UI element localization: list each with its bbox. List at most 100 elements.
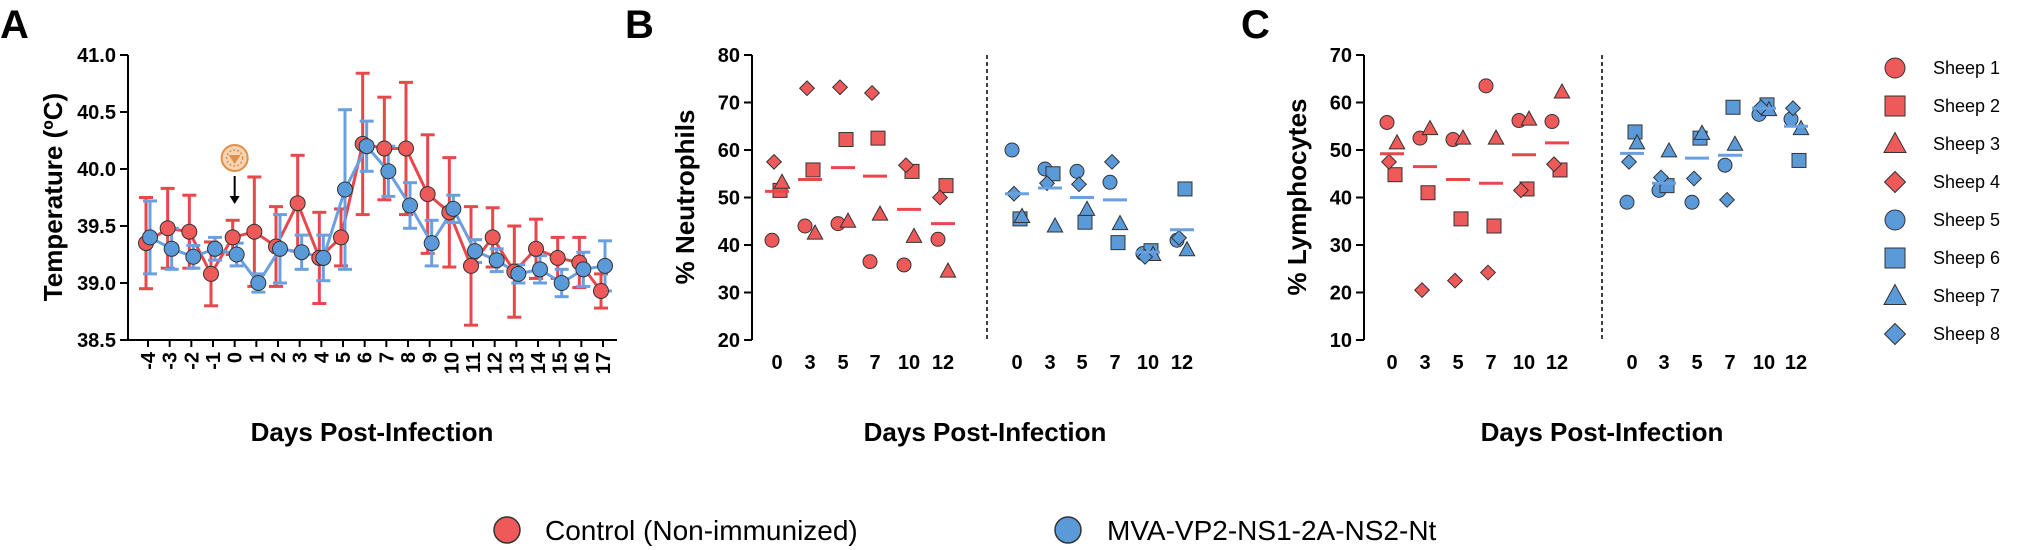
panel-a-x-tick-label: 0 (225, 352, 247, 363)
panel-c-x-tick-label: 3 (1419, 352, 1430, 374)
panel-c-point-sheep-6 (1725, 99, 1741, 115)
panel-a-mva-point (423, 235, 440, 252)
legend-label-sheep-6: Sheep 6 (1933, 248, 2000, 268)
panel-c-point-sheep-3 (1487, 129, 1505, 145)
panel-c-point-sheep-2 (1486, 218, 1502, 234)
panel-b-point-sheep-8 (1070, 176, 1088, 193)
panel-a-control-point (549, 249, 566, 266)
panel-c-point-sheep-1 (1544, 114, 1560, 129)
panel-a-y-tick-label: 40.5 (77, 102, 116, 124)
panel-a-x-tick-label: 13 (506, 352, 528, 374)
panel-b-x-tick-label: 10 (898, 352, 920, 374)
legend-label-sheep-2: Sheep 2 (1933, 96, 2000, 116)
panel-b-x-tick-label: 7 (869, 352, 880, 374)
panel-a-xlabel: Days Post-Infection (251, 417, 494, 447)
panel-a-control-point (203, 265, 219, 282)
panel-c-x-tick-label: 5 (1452, 352, 1463, 374)
legend-marker-sheep-7 (1883, 283, 1907, 305)
panel-c-x-tick-label: 5 (1691, 352, 1702, 374)
panel-c-point-sheep-5 (1684, 194, 1700, 210)
panel-c-point-sheep-4 (1413, 282, 1431, 299)
panel-a-x-tick-label: 9 (420, 352, 442, 363)
panel-b-point-sheep-5 (1004, 142, 1020, 158)
sheep-legend: Sheep 1 Sheep 2 Sheep 3 Sheep 4 Sheep 5 Sheep… (1883, 57, 2000, 346)
panel-c-point-sheep-4 (1479, 264, 1497, 281)
panel-a-mva-point (467, 243, 483, 260)
panel-a-x-tick-label: 6 (355, 352, 377, 363)
panel-a-x-tick-label: -4 (138, 351, 160, 370)
panel-b-point-sheep-4 (831, 79, 849, 96)
panel-a-mva-point (532, 261, 548, 278)
panel-a-control-point (398, 140, 414, 157)
panel-b-point-sheep-2 (838, 132, 854, 148)
panel-a-mva-point (228, 246, 245, 263)
panel-c-ylabel: % Lymphocytes (1282, 99, 1312, 296)
panel-a-x-tick-label: 16 (571, 352, 593, 374)
panel-b-point-sheep-2 (870, 130, 886, 146)
panel-b-y-tick-label: 70 (718, 93, 740, 115)
panel-b-point-sheep-7 (1046, 216, 1064, 233)
panel-letter-c: C (1241, 3, 1270, 47)
group-legend: Control (Non-immunized) MVA-VP2-NS1-2A-N… (493, 515, 1437, 546)
panel-b-x-tick-label: 10 (1137, 352, 1159, 374)
panel-b-x-tick-label: 7 (1109, 352, 1120, 374)
panel-b-point-sheep-4 (897, 157, 915, 174)
panel-c-point-sheep-6 (1627, 124, 1643, 140)
panel-c-y-tick-label: 60 (1330, 93, 1352, 115)
panel-a-x-tick-label: 15 (550, 352, 572, 374)
panel-c-point-sheep-3 (1421, 119, 1439, 136)
panel-b-y-tick-label: 40 (718, 235, 740, 257)
panel-b-x-tick-label: 5 (837, 352, 848, 374)
panel-c-point-sheep-3 (1520, 110, 1538, 126)
panel-a-control-point (593, 282, 609, 299)
panel-a-x-tick-label: 10 (441, 352, 463, 374)
panel-c-point-sheep-7 (1693, 124, 1711, 140)
panel-c-point-sheep-3 (1553, 82, 1571, 99)
legend-marker-sheep-8 (1883, 322, 1907, 346)
panel-a-mva-point (250, 275, 267, 291)
panel-c-y-tick-label: 30 (1330, 235, 1352, 257)
panel-a-x-tick-label: -1 (203, 352, 225, 370)
panel-b-point-sheep-1 (862, 254, 878, 270)
panel-a-x-tick-label: 8 (398, 352, 420, 363)
legend-label-sheep-8: Sheep 8 (1933, 324, 2000, 344)
panel-a-y-tick-label: 38.5 (77, 330, 116, 352)
panel-b-point-sheep-2 (805, 162, 821, 178)
panel-a-x-tick-label: 1 (246, 352, 268, 363)
panel-a-control-point (333, 229, 349, 246)
legend-label-sheep-4: Sheep 4 (1933, 172, 2000, 192)
panel-b-point-sheep-4 (863, 84, 881, 102)
panel-b-y-tick-label: 80 (718, 45, 740, 67)
panel-c-point-sheep-4 (1380, 153, 1398, 170)
panel-c-point-sheep-5 (1717, 157, 1733, 173)
legend-label-sheep-5: Sheep 5 (1933, 210, 2000, 230)
legend-marker-sheep-1 (1884, 57, 1906, 79)
panel-b-point-sheep-8 (1136, 248, 1154, 265)
panel-a-mva-line (149, 143, 606, 286)
legend-marker-sheep-4 (1883, 170, 1907, 194)
panel-a-y-tick-label: 41.0 (77, 45, 116, 67)
panel-b-x-tick-label: 3 (1044, 352, 1055, 374)
panel-b-point-sheep-3 (905, 227, 923, 243)
panel-c-y-tick-label: 50 (1330, 140, 1352, 162)
panel-c-point-sheep-3 (1454, 129, 1472, 145)
panel-a-control-point (224, 229, 241, 246)
panel-a-mva-point (488, 252, 505, 269)
panel-a-mva-point (358, 138, 375, 155)
legend-marker-sheep-3 (1883, 131, 1907, 153)
panel-a-control-point (376, 140, 393, 157)
panel-c-point-sheep-6 (1791, 152, 1807, 168)
panel-a-mva-point (445, 200, 462, 217)
panel-a-x-tick-label: -2 (181, 352, 203, 370)
legend-marker-sheep-5 (1884, 209, 1906, 231)
panel-c-point-sheep-7 (1660, 141, 1678, 158)
mva-legend-marker (1054, 516, 1082, 544)
panel-a-mva-point (272, 240, 288, 257)
panel-c-point-sheep-2 (1453, 211, 1469, 227)
panel-b-point-sheep-1 (764, 232, 780, 248)
panel-b-point-sheep-1 (896, 257, 912, 273)
panel-a-control-point (419, 186, 436, 203)
panel-b-y-tick-label: 20 (718, 330, 740, 352)
panel-b-point-sheep-8 (1103, 153, 1121, 170)
